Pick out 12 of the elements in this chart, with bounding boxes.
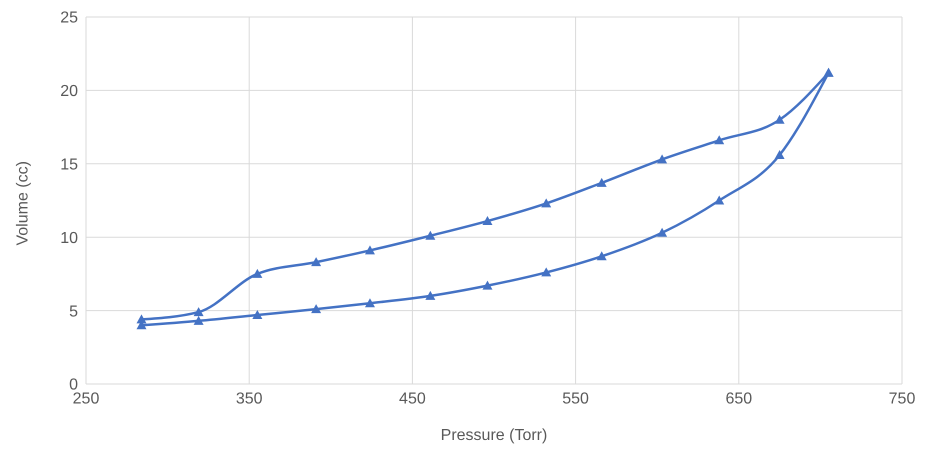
y-axis-title: Volume (cc) [14, 161, 32, 246]
y-tick-label: 10 [60, 230, 78, 247]
x-axis-title: Pressure (Torr) [440, 427, 548, 444]
x-tick-label: 450 [399, 390, 426, 408]
x-tick-label: 650 [725, 390, 752, 408]
y-tick-label: 5 [69, 303, 78, 320]
y-tick-label: 15 [60, 156, 78, 174]
x-tick-label: 550 [562, 390, 590, 408]
x-tick-label: 350 [236, 390, 263, 408]
x-tick-label: 750 [888, 390, 916, 408]
y-tick-label: 25 [60, 10, 78, 27]
y-tick-label: 20 [60, 83, 78, 100]
